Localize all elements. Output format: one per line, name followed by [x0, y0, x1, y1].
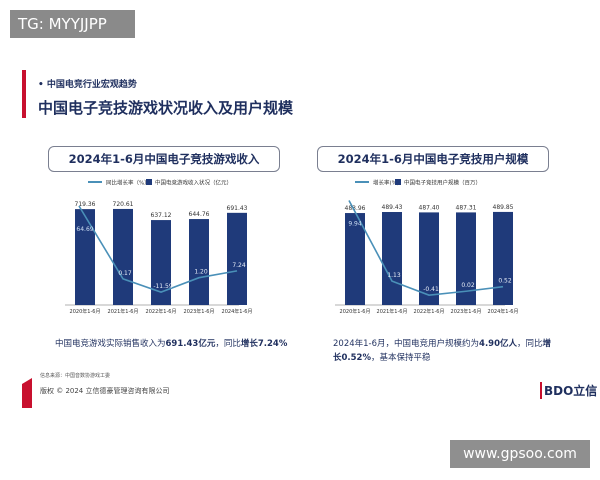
note-highlight: 增长7.24% — [240, 339, 288, 349]
x-tick-label: 2023年1-6月 — [184, 308, 215, 315]
line-value-label: 0.52 — [498, 278, 512, 285]
bar-value-label: 489.43 — [382, 204, 403, 211]
accent-bar — [22, 70, 26, 118]
bar — [113, 208, 133, 305]
chart-title-revenue: 2024年1-6月中国电子竞技游戏收入 — [48, 146, 280, 172]
note-text: ，同比 — [215, 339, 241, 349]
x-tick-label: 2020年1-6月 — [340, 308, 371, 315]
line-value-label: -11.59 — [153, 283, 173, 290]
growth-line — [78, 205, 238, 294]
bar-value-label: 719.36 — [75, 201, 96, 208]
line-value-label: 1.20 — [194, 269, 208, 276]
line-value-label: -0.41 — [423, 286, 439, 293]
legend-bar-swatch — [146, 179, 152, 185]
line-value-label: 0.02 — [461, 282, 475, 289]
bar — [189, 219, 209, 305]
x-tick-label: 2022年1-6月 — [414, 308, 445, 315]
bar-value-label: 489.85 — [493, 204, 514, 211]
line-value-label: 0.17 — [118, 270, 132, 277]
bar-value-label: 637.12 — [151, 212, 172, 219]
x-tick-label: 2021年1-6月 — [377, 308, 408, 315]
x-tick-label: 2023年1-6月 — [451, 308, 482, 315]
bar — [227, 212, 247, 305]
copyright: 版权 © 2024 立信德豪管理咨询有限公司 — [40, 387, 170, 395]
source-note: 信息来源：中国音数协游戏工委 — [40, 373, 111, 379]
note-highlight: 增长0.52% — [333, 339, 552, 363]
legend-label-bar: 中国电竞游戏收入状况（亿元） — [155, 179, 232, 187]
bdo-logo: BDO立信 — [540, 382, 597, 399]
section-subtitle: • 中国电竞行业宏观趋势 — [38, 80, 137, 90]
bar-value-label: 691.43 — [227, 205, 248, 212]
bar — [493, 211, 513, 305]
chart-title-users: 2024年1-6月中国电子竞技用户规模 — [317, 146, 549, 172]
footer-accent — [22, 378, 32, 408]
bar — [419, 212, 439, 305]
bar-value-label: 720.61 — [113, 201, 134, 208]
line-value-label: 7.24 — [232, 262, 246, 269]
note-text: ，基本保持平稳 — [371, 353, 431, 363]
x-tick-label: 2024年1-6月 — [222, 308, 253, 315]
line-value-label: 9.94 — [348, 221, 362, 228]
note-highlight: 691.43亿元 — [165, 339, 216, 349]
x-tick-label: 2022年1-6月 — [146, 308, 177, 315]
bar — [345, 213, 365, 305]
watermark-bottom: www.gpsoo.com — [450, 440, 590, 468]
line-value-label: 64.69 — [76, 226, 93, 233]
legend-label-line: 增长率(%) — [373, 179, 399, 187]
bar — [151, 220, 171, 305]
page-title: 中国电子竞技游戏状况收入及用户规模 — [38, 99, 294, 117]
note-text: 中国电竞游戏实际销售收入为 — [55, 339, 166, 349]
bar-value-label: 483.96 — [345, 205, 366, 212]
line-value-label: 1.13 — [387, 272, 401, 279]
note-highlight: 4.90亿人 — [479, 339, 518, 349]
x-tick-label: 2021年1-6月 — [108, 308, 139, 315]
legend-bar-swatch — [395, 179, 401, 185]
note-text: 2024年1-6月，中国电竞用户规模约为 — [333, 339, 480, 349]
x-tick-label: 2024年1-6月 — [488, 308, 519, 315]
x-tick-label: 2020年1-6月 — [70, 308, 101, 315]
bar-value-label: 487.40 — [419, 204, 440, 211]
watermark-top: TG: MYYJJPP — [10, 10, 135, 38]
legend-label-bar: 中国电子竞技用户规模（百万） — [404, 179, 481, 187]
legend-label-line: 同比增长率（%） — [106, 179, 150, 187]
note-revenue: 中国电竞游戏实际销售收入为691.43亿元，同比增长7.24% — [55, 337, 287, 351]
bar — [75, 209, 95, 305]
bar-value-label: 644.76 — [189, 211, 210, 218]
note-users: 2024年1-6月，中国电竞用户规模约为4.90亿人，同比增长0.52%，基本保… — [333, 337, 553, 365]
bar-value-label: 487.31 — [456, 204, 477, 211]
note-text: ，同比 — [517, 339, 543, 349]
growth-line — [348, 200, 504, 296]
bar — [382, 212, 402, 305]
bar — [456, 212, 476, 305]
